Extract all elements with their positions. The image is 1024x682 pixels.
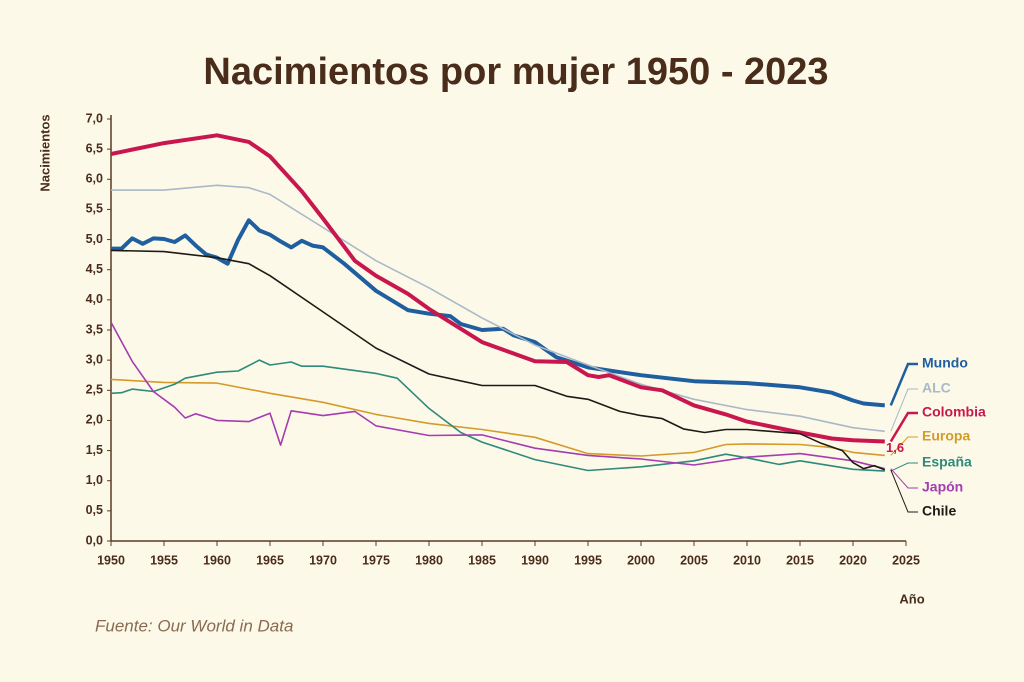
legend-leader	[890, 436, 918, 456]
y-tick-label: 3,5	[86, 322, 103, 336]
x-tick-label: 1980	[415, 553, 443, 567]
x-tick-label: 2025	[892, 553, 920, 567]
y-tick-label: 6,0	[86, 172, 103, 186]
series-line	[111, 184, 885, 433]
y-tick-label: 5,0	[86, 232, 103, 246]
x-tick-label: 2000	[627, 553, 655, 567]
x-tick-label: 1965	[256, 553, 284, 567]
y-tick-label: 0,0	[86, 533, 103, 547]
x-tick-label: 1985	[468, 553, 496, 567]
legend-leader	[890, 388, 918, 432]
series-line	[110, 133, 885, 444]
x-tick-label: 2020	[839, 553, 867, 567]
annotation: 1,6	[886, 440, 904, 455]
y-tick-label: 6,5	[86, 141, 103, 155]
x-tick-label: 2015	[786, 553, 814, 567]
legend-label: Japón	[922, 479, 963, 495]
y-tick-label: 0,5	[86, 503, 103, 517]
legend-leader	[890, 469, 918, 513]
y-tick-label: 7,0	[86, 111, 103, 125]
legend-leader	[889, 362, 918, 406]
legend-label: ALC	[922, 380, 951, 396]
x-tick-label: 2010	[733, 553, 761, 567]
y-tick-label: 4,0	[86, 292, 103, 306]
legend-label: Europa	[922, 428, 970, 444]
source-note: Fuente: Our World in Data	[95, 616, 293, 635]
y-tick-label: 5,5	[86, 202, 103, 216]
y-tick-label: 4,5	[86, 262, 103, 276]
x-tick-label: 1975	[362, 553, 390, 567]
y-axis-label: Nacimientos	[37, 114, 52, 191]
series-line	[110, 378, 885, 457]
series-line	[110, 321, 885, 470]
x-tick-label: 1990	[521, 553, 549, 567]
legend-label: Colombia	[922, 404, 986, 420]
chart-title: Nacimientos por mujer 1950 - 2023	[203, 51, 828, 93]
series-line	[111, 218, 885, 408]
y-tick-label: 3,0	[86, 352, 103, 366]
legend-leader	[889, 411, 918, 443]
y-tick-label: 1,5	[86, 443, 103, 457]
series-line	[110, 249, 886, 471]
legend-leader	[890, 468, 918, 489]
series-line	[110, 359, 885, 472]
legend-leader	[890, 462, 918, 472]
y-tick-label: 2,0	[86, 413, 103, 427]
legend-label: Chile	[922, 503, 956, 519]
y-tick-label: 1,0	[86, 473, 103, 487]
x-tick-label: 1960	[203, 553, 231, 567]
x-tick-label: 1970	[309, 553, 337, 567]
x-tick-label: 2005	[680, 553, 708, 567]
x-tick-label: 1950	[97, 553, 125, 567]
legend-label: España	[922, 454, 972, 470]
legend-label: Mundo	[922, 355, 968, 371]
y-tick-label: 2,5	[86, 383, 103, 397]
x-axis-label: Año	[899, 591, 924, 606]
x-tick-label: 1955	[150, 553, 178, 567]
x-tick-label: 1995	[574, 553, 602, 567]
